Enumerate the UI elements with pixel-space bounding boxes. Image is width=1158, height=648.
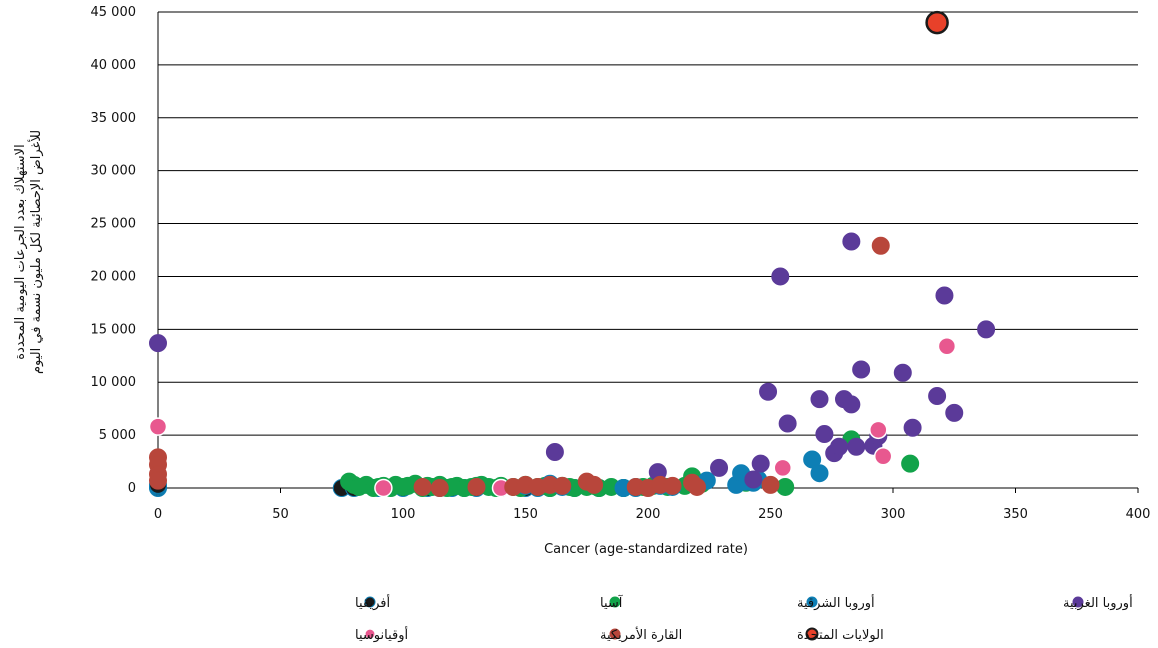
data-point-s5-3 — [149, 471, 167, 490]
data-point-s5-13 — [585, 475, 604, 494]
grid-lines — [158, 11, 1138, 436]
legend-label-3: أوروبا الغربية — [1063, 594, 1133, 611]
data-point-s3-23 — [935, 286, 954, 305]
x-tick-label-8: 400 — [1126, 507, 1151, 522]
y-tick-label-5: 25 000 — [91, 217, 137, 232]
data-point-s4-0 — [148, 417, 168, 436]
legend-marker-3 — [1072, 596, 1084, 608]
y-tick-label-1: 5 000 — [99, 428, 136, 443]
data-point-s3-15 — [842, 395, 861, 414]
legend-label-0: أفريقيا — [355, 594, 390, 611]
data-point-s3-7 — [771, 267, 790, 286]
legend-marker-6 — [805, 627, 819, 641]
data-points — [148, 10, 996, 498]
x-axis-title: Cancer (age-standardized rate) — [544, 542, 748, 557]
x-tick-label-1: 50 — [272, 507, 289, 522]
data-point-s5-4 — [413, 477, 432, 496]
data-point-s5-11 — [553, 476, 572, 495]
y-tick-label-0: 0 — [128, 481, 136, 496]
data-point-s3-20 — [893, 363, 912, 382]
data-point-s3-21 — [903, 418, 922, 437]
x-tick-label-7: 350 — [1003, 507, 1028, 522]
data-point-s1-49 — [901, 454, 920, 473]
x-tick-label-5: 250 — [758, 507, 783, 522]
y-axis-title: الاستهلاك بعدد الجرعات اليومية المحددة ل… — [13, 130, 44, 374]
legend-marker-5 — [609, 628, 621, 640]
data-point-s5-20 — [761, 475, 780, 494]
data-point-s5-21 — [871, 236, 890, 255]
data-point-s5-6 — [467, 477, 486, 496]
data-point-s3-4 — [744, 470, 763, 489]
y-tick-label-7: 35 000 — [91, 111, 137, 126]
y-tick-label-9: 45 000 — [91, 5, 137, 20]
data-point-s3-12 — [830, 437, 849, 456]
legend-marker-2 — [806, 596, 818, 608]
data-point-s3-22 — [928, 386, 947, 405]
legend-label-2: أوروبا الشرقية — [797, 594, 875, 611]
legend-marker-1 — [609, 596, 621, 608]
data-point-s3-16 — [847, 437, 866, 456]
x-tick-label-2: 100 — [391, 507, 416, 522]
legend-label-4: أوقيانوسيا — [355, 626, 408, 643]
legend-label-1: آسيا — [600, 594, 624, 611]
data-point-s3-10 — [815, 425, 834, 444]
data-point-s3-17 — [852, 360, 871, 379]
data-point-s3-14 — [842, 232, 861, 251]
data-point-s5-5 — [430, 479, 449, 497]
data-point-s3-8 — [778, 414, 797, 433]
legend: أفريقيا آسيا أوروبا الشرقية أوروبا الغربية أ… — [355, 594, 1133, 643]
x-tick-label-0: 0 — [154, 507, 162, 522]
y-axis-title-line-2: للأغراض الإحصائية لكل مليون نسمة في اليو… — [27, 130, 44, 374]
legend-label-6: الولايات المتحدة — [797, 628, 884, 643]
y-axis-title-line-1: الاستهلاك بعدد الجرعات اليومية المحددة — [13, 144, 28, 359]
data-point-s5-19 — [688, 477, 706, 496]
data-point-highlight-0 — [925, 10, 949, 35]
legend-label-5: القارة الأمريكية — [600, 626, 682, 643]
legend-marker-0 — [364, 596, 376, 608]
x-tick-labels: 0 50 100 150 200 250 300 350 400 — [154, 507, 1151, 522]
data-point-s4-6 — [937, 337, 957, 356]
x-tick-label-3: 150 — [513, 507, 538, 522]
x-tick-label-4: 200 — [636, 507, 661, 522]
y-tick-labels: 0 5 000 10 000 15 000 20 000 25 000 30 000 35 0… — [91, 5, 137, 496]
axes — [157, 12, 1139, 493]
data-point-s4-4 — [869, 420, 888, 440]
y-tick-label-2: 10 000 — [91, 375, 137, 390]
data-point-s3-1 — [545, 443, 564, 462]
x-tick-label-6: 300 — [881, 507, 906, 522]
data-point-s3-5 — [751, 454, 770, 473]
data-point-s3-0 — [149, 334, 167, 353]
data-point-s1-47 — [776, 477, 795, 496]
data-point-s4-5 — [873, 447, 893, 466]
data-point-s3-3 — [710, 458, 729, 477]
data-point-s4-1 — [374, 478, 393, 498]
data-point-s4-3 — [773, 458, 792, 478]
data-point-s3-25 — [977, 320, 996, 339]
data-point-s2-13 — [803, 450, 822, 469]
data-point-s5-17 — [663, 476, 682, 495]
y-tick-label-4: 20 000 — [91, 269, 137, 284]
legend-marker-4 — [364, 628, 376, 640]
y-tick-label-8: 40 000 — [91, 58, 137, 73]
data-point-s3-6 — [759, 382, 778, 401]
data-point-s3-9 — [810, 390, 829, 409]
data-point-s2-14 — [810, 464, 829, 483]
y-tick-label-3: 15 000 — [91, 322, 137, 337]
y-tick-label-6: 30 000 — [91, 164, 137, 179]
data-point-s3-24 — [945, 403, 964, 422]
